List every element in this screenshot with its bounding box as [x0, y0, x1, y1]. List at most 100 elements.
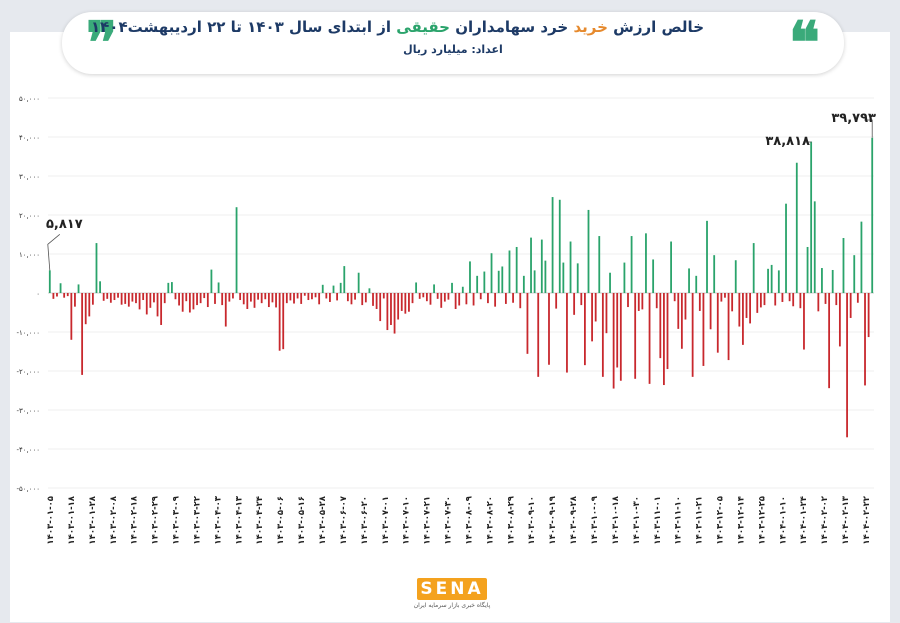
bar [781, 293, 784, 302]
x-tick-label: ۱۴۰۳-۱۱-۰۱ [653, 496, 663, 545]
bar [584, 293, 586, 366]
bar [321, 284, 324, 293]
bar [698, 293, 701, 311]
y-tick-label: ۵۰,۰۰۰ [19, 95, 40, 103]
bar [745, 293, 748, 318]
x-tick-label: ۱۴۰۳-۰۵-۰۶ [276, 496, 286, 545]
bar [307, 293, 310, 301]
bar [285, 293, 288, 304]
bar [479, 293, 482, 300]
bar [429, 293, 432, 305]
bar [465, 293, 468, 305]
bar [609, 272, 611, 293]
bar [648, 293, 651, 384]
bar [724, 293, 726, 298]
quote-icon: ❝ [788, 9, 820, 77]
bar [476, 275, 479, 293]
bar [645, 233, 647, 293]
bar [181, 293, 184, 312]
bar [311, 293, 313, 300]
bar [174, 293, 177, 300]
bar [587, 209, 590, 293]
bar [447, 293, 450, 300]
bar [232, 293, 234, 299]
x-tick-label: ۱۴۰۳-۰۶-۰۷ [339, 495, 349, 544]
x-tick-label: ۱۴۰۳-۱۲-۱۴ [737, 496, 747, 545]
bar [415, 282, 418, 293]
bar [684, 293, 687, 320]
bar [461, 286, 464, 293]
y-tick-label: ۱۰,۰۰۰ [19, 251, 40, 259]
x-tick-label: ۱۴۰۴-۰۲-۰۲ [820, 495, 830, 544]
bar [91, 293, 94, 305]
bar [652, 259, 655, 293]
bar [397, 293, 400, 320]
grid-layer [48, 97, 874, 489]
chart-subtitle: اعداد: میلیارد ریال [403, 43, 503, 56]
x-tick-label: ۱۴۰۳-۰۴-۲۴ [255, 496, 265, 545]
bar [601, 293, 604, 377]
bar [551, 197, 554, 293]
bar [835, 293, 838, 306]
bar [688, 268, 690, 293]
bar [52, 293, 55, 299]
x-tick-label: ۱۴۰۳-۰۳-۲۲ [193, 495, 203, 544]
bar [217, 282, 220, 293]
bar [260, 293, 263, 304]
bar [774, 293, 777, 306]
bar [354, 293, 356, 300]
x-tick-label: ۱۴۰۳-۰۶-۲۰ [360, 496, 370, 545]
bar [293, 293, 295, 304]
bar [637, 293, 640, 311]
bar [393, 293, 396, 334]
bar [720, 293, 723, 302]
title-part-3: خرد سهامداران [449, 18, 574, 36]
bar [404, 293, 407, 314]
bar [375, 293, 378, 309]
bar [372, 293, 374, 306]
bar [526, 293, 529, 354]
bar [752, 243, 755, 293]
bar [821, 268, 823, 293]
bar [192, 293, 195, 310]
logo-subtext: پایگاه خبری بازار سرمایه ایران [413, 602, 491, 609]
bar [512, 293, 514, 303]
bar [59, 283, 62, 293]
bar [734, 260, 737, 293]
bar [314, 293, 317, 298]
x-tick-label: ۱۴۰۳-۰۷-۳۰ [444, 496, 454, 545]
bar [203, 293, 206, 299]
bar [153, 293, 155, 303]
title-part-real: حقیقی [396, 18, 450, 36]
bar [530, 237, 532, 293]
bar [702, 293, 705, 366]
bar [271, 293, 274, 303]
bar [591, 293, 593, 342]
bar [856, 293, 859, 303]
bar [641, 293, 644, 310]
bar [246, 293, 249, 309]
bar [127, 293, 130, 307]
bar [106, 293, 109, 299]
bar [612, 293, 615, 389]
bar-series [48, 137, 874, 438]
bar [318, 293, 321, 305]
title-part-buy: خرید [573, 18, 608, 36]
bar [605, 293, 608, 334]
bar [109, 293, 112, 303]
title-part-5: از ابتدای سال ۱۴۰۳ تا ۲۲ اردیبهشت۱۴۰۴ [90, 18, 397, 36]
annotation-label-peak2: ۳۹,۷۹۳ [831, 111, 876, 126]
bar [235, 207, 238, 293]
quote-icon: ❞ [86, 9, 118, 77]
x-tick-label: ۱۴۰۳-۰۳-۰۹ [172, 495, 182, 544]
x-tick-label: ۱۴۰۴-۰۲-۲۲ [862, 495, 872, 544]
bar [325, 293, 328, 299]
y-tick-label: -۳۰,۰۰۰ [16, 407, 40, 415]
bar [390, 293, 392, 325]
bar [282, 293, 285, 350]
bar [842, 238, 845, 293]
bar [206, 293, 209, 308]
x-tick-label: ۱۴۰۳-۰۱-۰۵ [46, 496, 56, 545]
x-tick-label: ۱۴۰۳-۰۴-۱۳ [234, 495, 244, 544]
